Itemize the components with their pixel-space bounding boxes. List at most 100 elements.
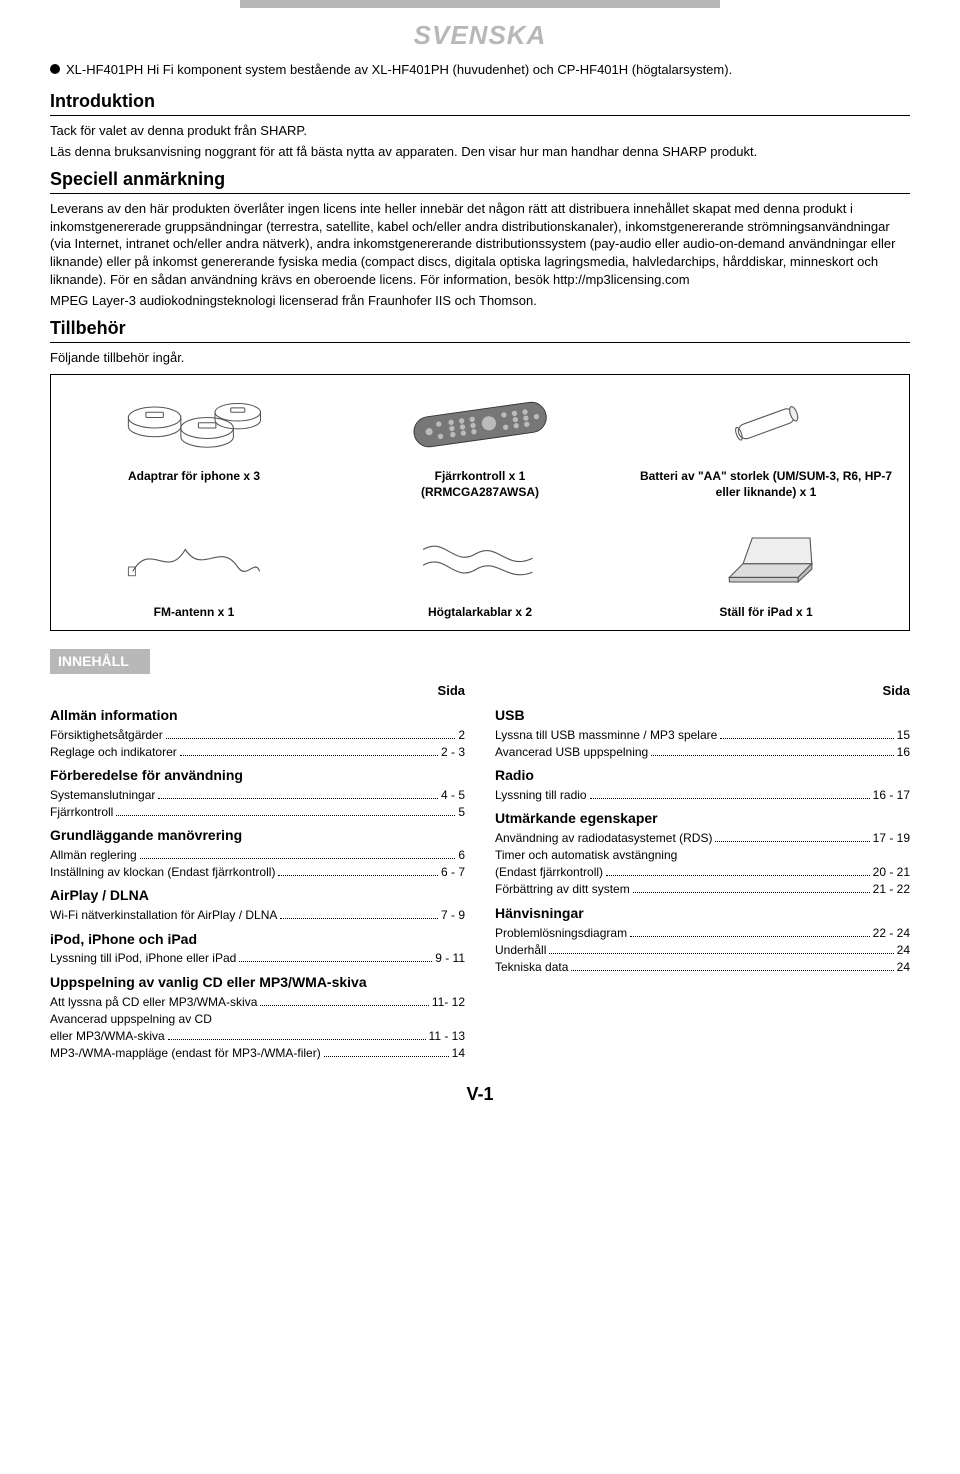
toc-section-title: Utmärkande egenskaper — [495, 809, 910, 828]
toc-entry-page: 17 - 19 — [873, 830, 910, 846]
toc-entry-page: 22 - 24 — [873, 925, 910, 941]
adapter-icon — [57, 383, 331, 463]
toc-entry-page: 24 — [897, 942, 910, 958]
accessory-cell: Ställ för iPad x 1 — [623, 511, 909, 631]
accessory-label: Batteri av "AA" storlek (UM/SUM-3, R6, H… — [629, 469, 903, 500]
accessories-row-2: FM-antenn x 1 Högtalarkablar x 2 — [51, 511, 909, 631]
toc-header: INNEHÅLL — [50, 649, 150, 674]
toc-entry-label: Underhåll — [495, 942, 546, 958]
section-speciell: Speciell anmärkning — [50, 167, 910, 194]
toc-entry: Underhåll 24 — [495, 942, 910, 958]
toc-entry-label: Timer och automatisk avstängning — [495, 847, 677, 863]
toc-dots — [116, 815, 455, 816]
toc-entry: Wi-Fi nätverkinstallation för AirPlay / … — [50, 907, 465, 923]
toc-entry: Användning av radiodatasystemet (RDS)17 … — [495, 830, 910, 846]
toc-entry-label: eller MP3/WMA-skiva — [50, 1028, 165, 1044]
accessory-label: FM-antenn x 1 — [57, 605, 331, 621]
toc-entry-page: 16 — [897, 744, 910, 760]
toc-entry-label: Wi-Fi nätverkinstallation för AirPlay / … — [50, 907, 277, 923]
toc-sida-right: Sida — [495, 682, 910, 700]
toc-entry-page: 2 — [458, 727, 465, 743]
toc-dots — [168, 1039, 426, 1040]
toc-dots — [324, 1056, 449, 1057]
accessory-cell: FM-antenn x 1 — [51, 511, 337, 631]
toc-entry-label: Avancerad uppspelning av CD — [50, 1011, 212, 1027]
toc-entry-label: Lyssning till radio — [495, 787, 587, 803]
toc-sida-left: Sida — [50, 682, 465, 700]
remote-icon — [343, 383, 617, 463]
accessories-row-1: Adaptrar för iphone x 3 — [51, 375, 909, 510]
toc-columns: Sida Allmän informationFörsiktighetsåtgä… — [50, 682, 910, 1062]
tillbehor-sub: Följande tillbehör ingår. — [50, 349, 910, 367]
toc-entry-label: Problemlösningsdiagram — [495, 925, 627, 941]
toc-entry-page: 2 - 3 — [441, 744, 465, 760]
toc-entry-page: 4 - 5 — [441, 787, 465, 803]
toc-section-title: Grundläggande manövrering — [50, 826, 465, 845]
toc-entry-page: 9 - 11 — [435, 950, 465, 966]
toc-entry: Reglage och indikatorer2 - 3 — [50, 744, 465, 760]
toc-entry: Inställning av klockan (Endast fjärrkont… — [50, 864, 465, 880]
toc-entry: Avancerad uppspelning av CD — [50, 1011, 465, 1027]
top-gray-tab — [0, 0, 960, 8]
toc-dots — [180, 755, 438, 756]
toc-entry-page: 24 — [897, 959, 910, 975]
toc-entry-page: 14 — [452, 1045, 465, 1061]
toc-dots — [571, 970, 893, 971]
accessory-label: Ställ för iPad x 1 — [629, 605, 903, 621]
toc-entry-page: 5 — [458, 804, 465, 820]
toc-entry-label: Avancerad USB uppspelning — [495, 744, 648, 760]
accessory-cell: Batteri av "AA" storlek (UM/SUM-3, R6, H… — [623, 375, 909, 510]
toc-dots — [158, 798, 438, 799]
toc-entry-label: (Endast fjärrkontroll) — [495, 864, 603, 880]
toc-entry-page: 11 - 13 — [429, 1028, 465, 1044]
toc-dots — [715, 841, 869, 842]
toc-entry-label: Lyssna till USB massminne / MP3 spelare — [495, 727, 717, 743]
toc-entry: (Endast fjärrkontroll) 20 - 21 — [495, 864, 910, 880]
toc-entry-page: 6 - 7 — [441, 864, 465, 880]
toc-entry: Förbättring av ditt system 21 - 22 — [495, 881, 910, 897]
toc-dots — [633, 892, 870, 893]
toc-entry: Försiktighetsåtgärder2 — [50, 727, 465, 743]
toc-dots — [278, 875, 438, 876]
toc-dots — [260, 1005, 428, 1006]
accessory-cell: Högtalarkablar x 2 — [337, 511, 623, 631]
toc-section-title: AirPlay / DLNA — [50, 886, 465, 905]
toc-entry-label: Förbättring av ditt system — [495, 881, 630, 897]
toc-entry: Timer och automatisk avstängning — [495, 847, 910, 863]
toc-entry-page: 21 - 22 — [873, 881, 910, 897]
toc-entry: Systemanslutningar 4 - 5 — [50, 787, 465, 803]
antenna-icon — [57, 519, 331, 599]
intro-p2: Läs denna bruksanvisning noggrant för at… — [50, 143, 910, 161]
toc-entry-label: Allmän reglering — [50, 847, 137, 863]
speciell-body: Leverans av den här produkten överlåter … — [50, 200, 910, 288]
accessory-cell: Adaptrar för iphone x 3 — [51, 375, 337, 510]
toc-col-right: Sida USB Lyssna till USB massminne / MP3 … — [495, 682, 910, 1062]
toc-entry-label: Systemanslutningar — [50, 787, 155, 803]
toc-entry: Tekniska data 24 — [495, 959, 910, 975]
toc-entry-label: Att lyssna på CD eller MP3/WMA-skiva — [50, 994, 257, 1010]
toc-entry: Lyssna till USB massminne / MP3 spelare1… — [495, 727, 910, 743]
speciell-body2: MPEG Layer-3 audiokodningsteknologi lice… — [50, 292, 910, 310]
toc-entry-label: Tekniska data — [495, 959, 568, 975]
accessory-label: Högtalarkablar x 2 — [343, 605, 617, 621]
toc-section-title: USB — [495, 706, 910, 725]
model-line: XL-HF401PH Hi Fi komponent system beståe… — [50, 61, 910, 79]
toc-entry: Fjärrkontroll 5 — [50, 804, 465, 820]
intro-p1: Tack för valet av denna produkt från SHA… — [50, 122, 910, 140]
toc-dots — [590, 798, 870, 799]
accessories-table: Adaptrar för iphone x 3 — [50, 374, 910, 631]
model-text: XL-HF401PH Hi Fi komponent system beståe… — [66, 61, 732, 79]
section-introduktion: Introduktion — [50, 89, 910, 116]
toc-entry-label: Lyssning till iPod, iPhone eller iPad — [50, 950, 236, 966]
toc-dots — [239, 961, 432, 962]
page-number: V-1 — [50, 1082, 910, 1106]
toc-entry-page: 16 - 17 — [873, 787, 910, 803]
toc-dots — [549, 953, 893, 954]
toc-entry-page: 20 - 21 — [873, 864, 910, 880]
accessory-cell: Fjärrkontroll x 1 (RRMCGA287AWSA) — [337, 375, 623, 510]
toc-dots — [651, 755, 893, 756]
toc-entry-page: 6 — [458, 847, 465, 863]
toc-entry: MP3-/WMA-mappläge (endast för MP3-/WMA-f… — [50, 1045, 465, 1061]
toc-entry-label: Fjärrkontroll — [50, 804, 113, 820]
accessory-label: Adaptrar för iphone x 3 — [57, 469, 331, 485]
